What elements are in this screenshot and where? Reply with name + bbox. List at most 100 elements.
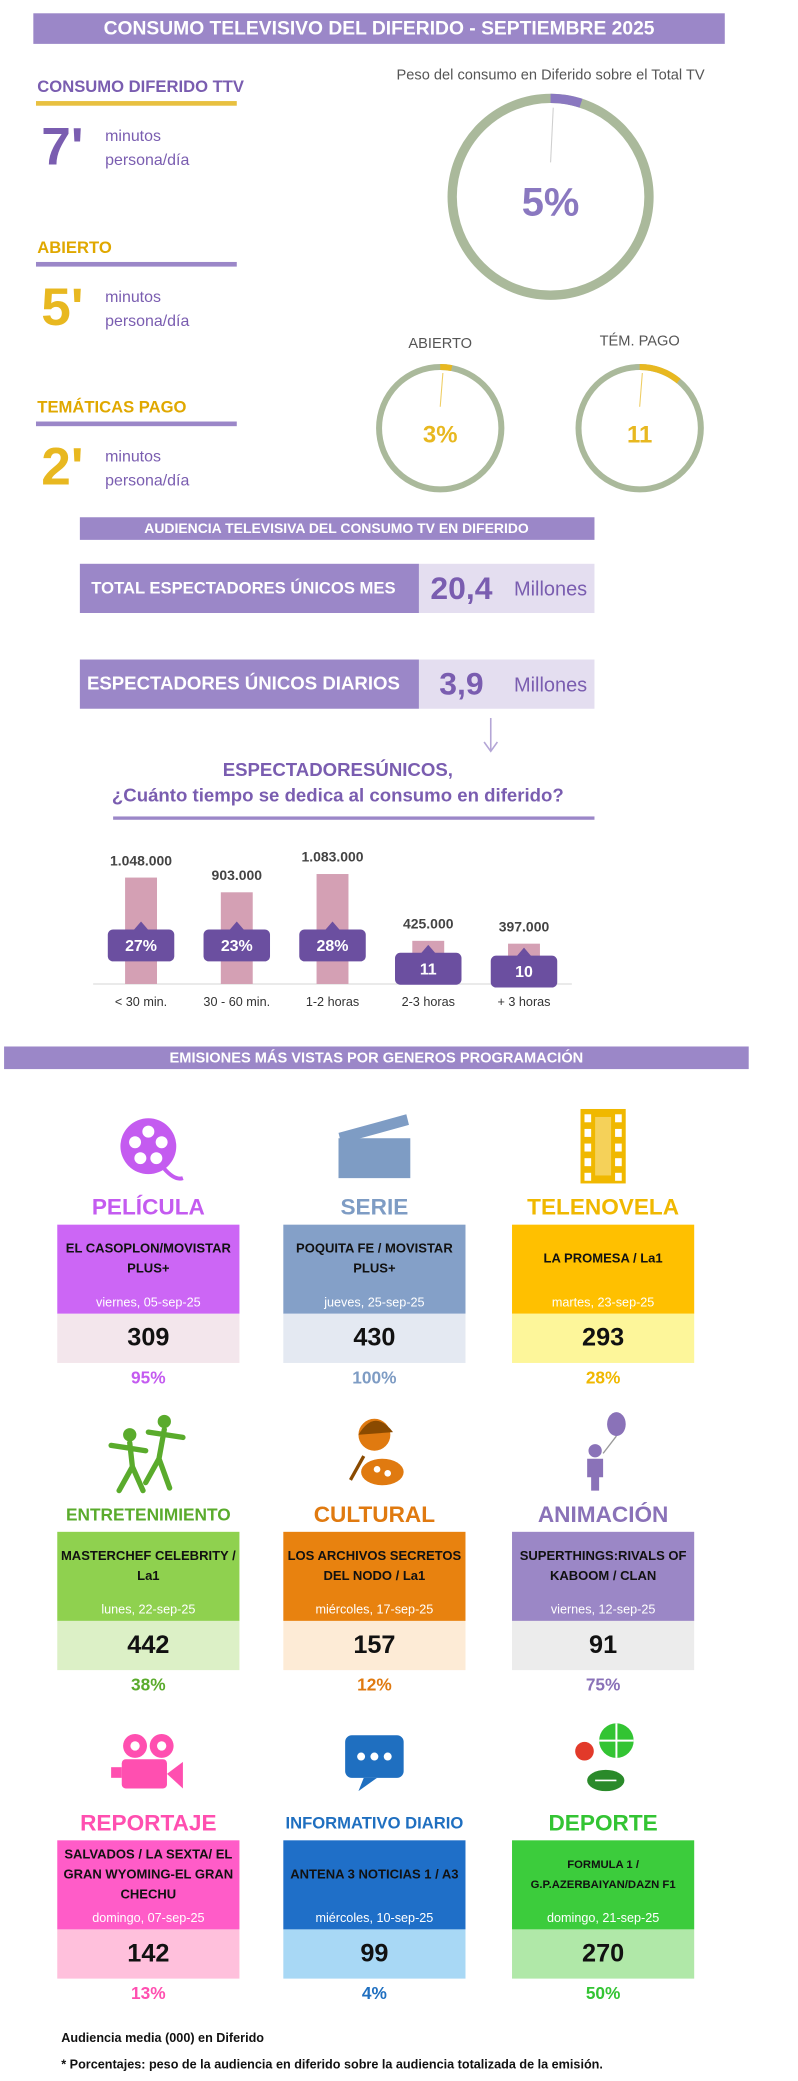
summary-value: 7' xyxy=(41,117,83,176)
program-date: domingo, 21-sep-25 xyxy=(547,1911,659,1925)
icon xyxy=(358,1777,378,1792)
share-pointer xyxy=(133,921,150,931)
icon xyxy=(162,1167,184,1181)
genre-value: 270 xyxy=(582,1939,624,1967)
value-label: 1.048.000 xyxy=(110,852,172,868)
program-title: GRAN WYOMING-EL GRAN xyxy=(64,1866,234,1881)
genre-value: 142 xyxy=(127,1939,169,1967)
genre-share: 38% xyxy=(131,1675,166,1695)
icon xyxy=(111,1767,122,1778)
value-label: 397.000 xyxy=(499,918,550,934)
summary-unit: persona/día xyxy=(105,313,189,330)
value-box xyxy=(57,1313,240,1363)
genre-value: 157 xyxy=(353,1631,395,1659)
genre-share: 95% xyxy=(131,1367,166,1387)
icon xyxy=(584,1143,592,1152)
share-bubble xyxy=(107,929,175,962)
icon xyxy=(588,1444,602,1458)
program-title: POQUITA FE / MOVISTAR xyxy=(296,1241,453,1256)
summary-unit: minutos xyxy=(105,289,161,306)
genre-name: TELENOVELA xyxy=(527,1195,679,1220)
summary-heading: TEMÁTICAS PAGO xyxy=(37,398,186,417)
program-title: G.P.AZERBAIYAN/DAZN F1 xyxy=(531,1879,676,1891)
program-title: La1 xyxy=(137,1568,159,1583)
share-label: 10 xyxy=(515,964,533,981)
summary-unit: minutos xyxy=(105,128,161,145)
icon xyxy=(615,1172,622,1181)
icon xyxy=(602,1435,617,1454)
donut-arc xyxy=(440,364,453,372)
icon xyxy=(373,1466,381,1473)
share-bubble xyxy=(490,955,558,988)
genre-value: 91 xyxy=(589,1631,617,1659)
leader xyxy=(439,372,444,407)
program-box xyxy=(512,1224,695,1314)
program-title: FORMULA 1 / xyxy=(567,1859,640,1871)
genre-name: INFORMATIVO DIARIO xyxy=(286,1814,464,1833)
arrow xyxy=(483,718,499,753)
leader xyxy=(550,107,554,163)
program-title: EL CASOPLON/MOVISTAR xyxy=(66,1241,232,1256)
program-box xyxy=(57,1840,240,1930)
audience-unit: Millones xyxy=(514,674,587,696)
value-box xyxy=(512,1620,695,1671)
share-pointer xyxy=(420,944,437,955)
value-box xyxy=(512,1929,695,1979)
summary-unit: minutos xyxy=(105,449,161,466)
icon xyxy=(338,1114,409,1144)
genre-share: 4% xyxy=(362,1983,387,2003)
donut-arc xyxy=(639,364,681,384)
genre-value: 430 xyxy=(353,1324,395,1352)
audience-label: TOTAL ESPECTADORES ÚNICOS MES xyxy=(91,578,395,597)
program-date: lunes, 22-sep-25 xyxy=(101,1603,195,1617)
category-label: 1-2 horas xyxy=(306,995,359,1009)
icon xyxy=(150,1152,163,1165)
icon xyxy=(129,1136,142,1149)
icon xyxy=(130,1741,140,1751)
value-label: 903.000 xyxy=(212,867,263,883)
icon xyxy=(358,1420,394,1435)
program-box xyxy=(283,1840,466,1930)
program-box xyxy=(283,1531,466,1621)
title: CONSUMO TELEVISIVO DEL DIFERIDO - SEPTIE… xyxy=(104,18,655,39)
icon xyxy=(584,1114,592,1123)
genre-share: 50% xyxy=(586,1983,621,2003)
share-label: 11 xyxy=(420,961,437,978)
audience-value-box xyxy=(418,659,595,709)
footnote: * Porcentajes: peso de la audiencia en d… xyxy=(61,2057,603,2071)
program-box xyxy=(57,1224,240,1314)
program-title: CHECHU xyxy=(121,1886,177,1901)
genre-name: DEPORTE xyxy=(549,1810,658,1835)
summary-heading: ABIERTO xyxy=(37,238,112,257)
donut-label: 11 xyxy=(627,421,652,448)
share-pointer xyxy=(228,921,245,931)
value-box xyxy=(283,1313,466,1363)
category-label: + 3 horas xyxy=(497,995,550,1009)
genre-value: 309 xyxy=(127,1324,169,1352)
audience-value-box xyxy=(418,563,595,613)
value-box xyxy=(512,1313,695,1363)
icon xyxy=(357,1752,366,1761)
section-heading: EMISIONES MÁS VISTAS POR GENEROS PROGRAM… xyxy=(170,1048,584,1066)
category-label: 2-3 horas xyxy=(402,995,455,1009)
donut-label: 5% xyxy=(522,180,580,224)
program-title: SALVADOS / LA SEXTA/ EL xyxy=(64,1846,232,1861)
program-date: martes, 23-sep-25 xyxy=(552,1295,654,1309)
donut-title: TÉM. PAGO xyxy=(600,333,680,350)
footnote: Audiencia media (000) en Diferido xyxy=(61,2031,264,2045)
genre-share: 28% xyxy=(586,1367,621,1387)
share-bubble xyxy=(395,952,462,985)
section-heading: AUDIENCIA TELEVISIVA DEL CONSUMO TV EN D… xyxy=(144,520,529,536)
program-date: viernes, 05-sep-25 xyxy=(96,1295,201,1309)
icon xyxy=(615,1114,622,1123)
share-pointer xyxy=(516,947,532,957)
donut-label: 3% xyxy=(423,421,458,448)
summary-rule xyxy=(35,101,237,106)
program-title: LOS ARCHIVOS SECRETOS xyxy=(288,1548,462,1563)
icon xyxy=(595,1116,612,1176)
program-date: viernes, 12-sep-25 xyxy=(551,1603,656,1617)
program-date: domingo, 07-sep-25 xyxy=(92,1911,204,1925)
genres-bar xyxy=(4,1046,749,1070)
